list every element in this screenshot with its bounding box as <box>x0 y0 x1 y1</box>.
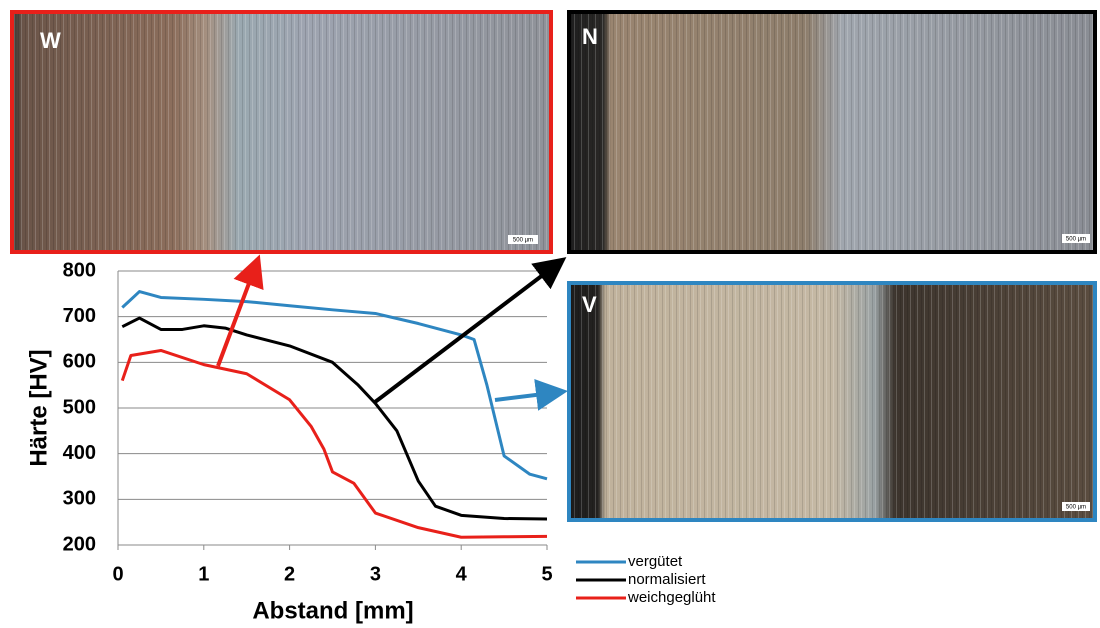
texture <box>12 12 551 252</box>
x-axis-title: Abstand [mm] <box>252 597 413 624</box>
arrow <box>373 257 567 404</box>
x-tick-label: 1 <box>198 563 209 585</box>
x-tick-label: 5 <box>541 563 552 585</box>
scale-label: 500 µm <box>1066 505 1086 511</box>
panel-v: V 500 µm <box>567 281 1097 522</box>
panel-n: N 500 µm <box>567 10 1097 254</box>
panel-w: W 500 µm <box>10 10 553 254</box>
panel-label: N <box>582 24 598 49</box>
scale-box <box>1062 234 1090 243</box>
panel-border <box>10 10 553 254</box>
x-tick-label: 2 <box>284 563 295 585</box>
plot: 200 300 400 500 600 700 800 0 1 2 3 4 5 <box>63 259 553 585</box>
scale-label: 500 µm <box>513 238 533 244</box>
series-line <box>121 290 548 481</box>
y-tick-label: 800 <box>63 259 96 281</box>
y-tick-label: 300 <box>63 488 96 510</box>
scale-box <box>1062 502 1090 511</box>
series-line <box>120 348 548 539</box>
legend-label: vergütet <box>628 553 683 570</box>
y-tick-label: 400 <box>63 442 96 464</box>
panel-label: V <box>582 292 597 317</box>
arrow <box>216 254 264 367</box>
scale-label: 500 µm <box>1066 237 1086 243</box>
arrow <box>494 379 568 411</box>
series-line <box>121 316 548 521</box>
panel-border <box>567 281 1097 522</box>
y-tick-label: 600 <box>63 351 96 373</box>
y-tick-label: 200 <box>63 533 96 555</box>
y-axis-title: Härte [HV] <box>25 349 52 466</box>
panel-border <box>567 10 1097 254</box>
y-tick-label: 500 <box>63 396 96 418</box>
x-tick-label: 4 <box>456 563 468 585</box>
x-tick-label: 0 <box>112 563 123 585</box>
x-tick-label: 3 <box>370 563 381 585</box>
scale-box <box>508 235 538 244</box>
panel-label: W <box>40 28 61 53</box>
legend-label: normalisiert <box>628 571 706 588</box>
legend-label: weichgeglüht <box>627 589 716 606</box>
y-tick-label: 700 <box>63 305 96 327</box>
texture <box>569 12 1095 252</box>
texture <box>569 283 1095 520</box>
